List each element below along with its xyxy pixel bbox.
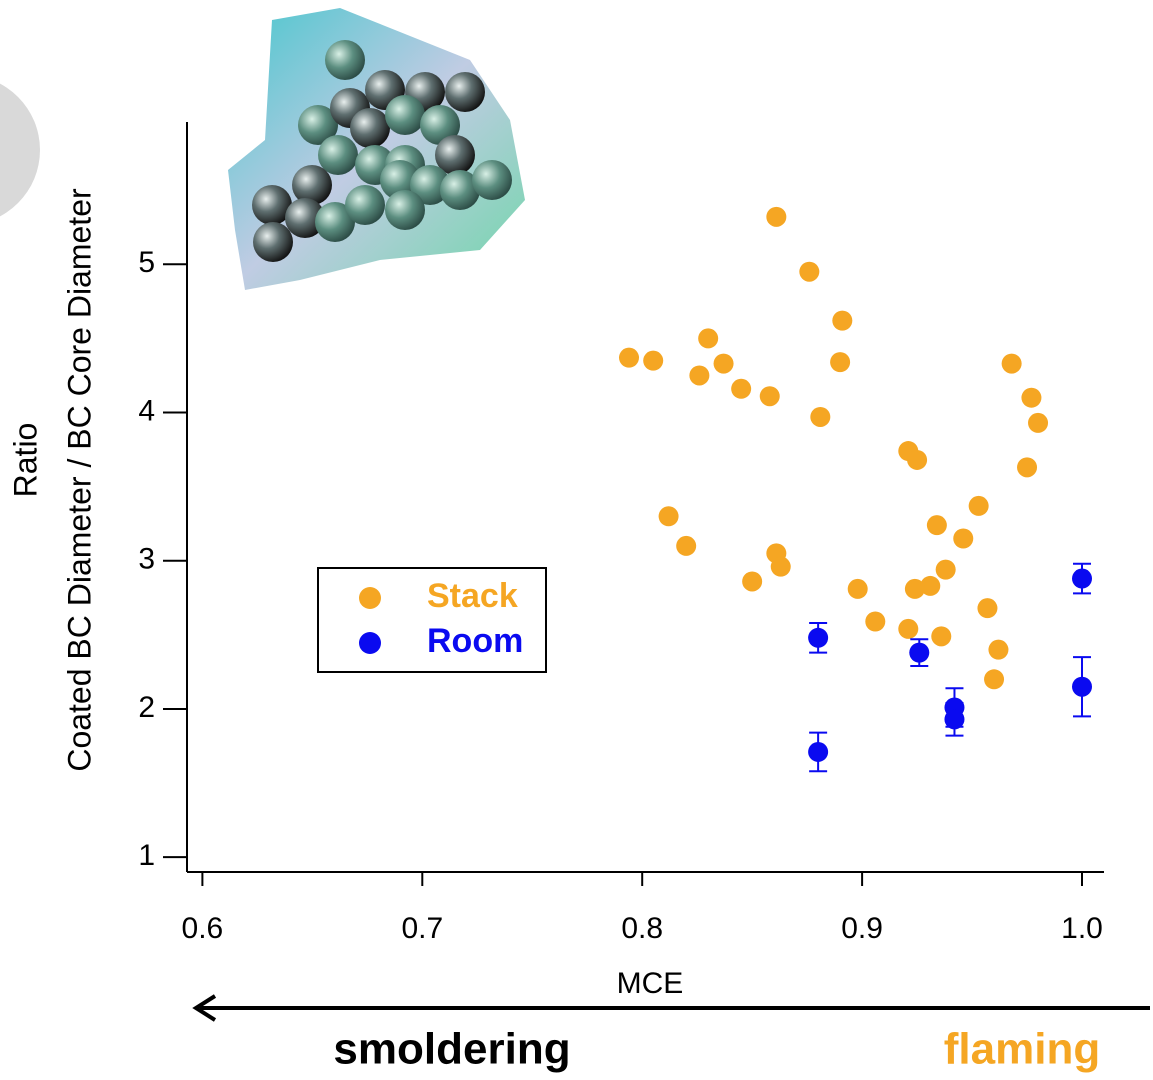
legend bbox=[317, 567, 547, 673]
point bbox=[810, 406, 831, 427]
legend-label: Stack bbox=[427, 577, 518, 615]
point bbox=[1001, 353, 1022, 374]
x-tick-label: 0.6 bbox=[182, 912, 224, 945]
sphere bbox=[315, 202, 355, 242]
y-axis-label: Ratio bbox=[7, 423, 43, 498]
x-tick-label: 0.9 bbox=[841, 912, 883, 945]
sphere bbox=[472, 160, 512, 200]
x-tick-label: 0.8 bbox=[621, 912, 663, 945]
point bbox=[898, 618, 919, 639]
point bbox=[920, 575, 941, 596]
annotation: smoldering bbox=[333, 1025, 570, 1074]
y-tick-label: 4 bbox=[138, 394, 155, 427]
sphere bbox=[380, 160, 420, 200]
point bbox=[698, 328, 719, 349]
particle-illustration bbox=[228, 8, 525, 290]
sphere bbox=[420, 105, 460, 145]
sphere bbox=[325, 40, 365, 80]
point bbox=[935, 559, 956, 580]
point bbox=[953, 528, 974, 549]
sphere bbox=[445, 72, 485, 112]
sphere bbox=[292, 165, 332, 205]
point bbox=[977, 598, 998, 619]
x-tick-label: 1.0 bbox=[1061, 912, 1103, 945]
point bbox=[643, 350, 664, 371]
y-tick-label: 5 bbox=[138, 246, 155, 279]
point bbox=[658, 506, 679, 527]
annotation: flaming bbox=[944, 1025, 1100, 1074]
sphere bbox=[385, 95, 425, 135]
point bbox=[944, 709, 965, 730]
point bbox=[766, 206, 787, 227]
point bbox=[904, 578, 925, 599]
point bbox=[909, 642, 930, 663]
point bbox=[770, 556, 791, 577]
sphere bbox=[350, 108, 390, 148]
legend-marker bbox=[359, 587, 381, 609]
sphere bbox=[435, 135, 475, 175]
x-tick-label: 0.7 bbox=[401, 912, 443, 945]
point bbox=[984, 669, 1005, 690]
y-tick-label: 3 bbox=[138, 543, 155, 576]
point bbox=[1072, 676, 1093, 697]
point bbox=[832, 310, 853, 331]
sphere bbox=[253, 222, 293, 262]
y-tick-label: 1 bbox=[138, 839, 155, 872]
point bbox=[926, 515, 947, 536]
sphere bbox=[298, 105, 338, 145]
point bbox=[759, 386, 780, 407]
sphere bbox=[318, 135, 358, 175]
point bbox=[931, 626, 952, 647]
x-axis-label: MCE bbox=[617, 967, 684, 1000]
point bbox=[1072, 568, 1093, 589]
sphere bbox=[385, 190, 425, 230]
point bbox=[731, 378, 752, 399]
point bbox=[907, 449, 928, 470]
point bbox=[1021, 387, 1042, 408]
y-axis-label: Coated BC Diameter / BC Core Diameter bbox=[61, 188, 97, 772]
point bbox=[742, 571, 763, 592]
arrow-head bbox=[192, 994, 217, 1022]
legend-marker bbox=[359, 632, 381, 654]
point bbox=[1028, 412, 1049, 433]
point bbox=[689, 365, 710, 386]
sphere bbox=[345, 185, 385, 225]
sphere bbox=[440, 170, 480, 210]
point bbox=[1017, 457, 1038, 478]
point bbox=[968, 495, 989, 516]
point bbox=[808, 741, 829, 762]
point bbox=[865, 611, 886, 632]
point bbox=[713, 353, 734, 374]
sphere bbox=[410, 165, 450, 205]
legend-label: Room bbox=[427, 622, 523, 660]
point bbox=[619, 347, 640, 368]
sphere bbox=[285, 198, 325, 238]
y-tick-label: 2 bbox=[138, 691, 155, 724]
point bbox=[808, 627, 829, 648]
point bbox=[847, 578, 868, 599]
point bbox=[830, 352, 851, 373]
sphere bbox=[252, 185, 292, 225]
point bbox=[988, 639, 1009, 660]
decor-circle bbox=[0, 83, 40, 217]
point bbox=[676, 535, 697, 556]
point bbox=[799, 261, 820, 282]
